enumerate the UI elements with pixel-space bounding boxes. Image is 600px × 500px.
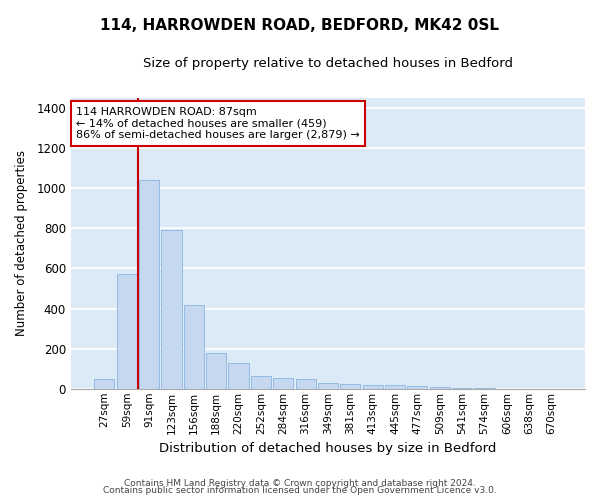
Bar [385,385,405,389]
Bar [318,382,338,389]
Bar [296,379,316,389]
Text: Contains HM Land Registry data © Crown copyright and database right 2024.: Contains HM Land Registry data © Crown c… [124,478,476,488]
Bar [407,386,427,389]
Bar [161,230,182,389]
Bar [139,180,159,389]
Text: Contains public sector information licensed under the Open Government Licence v3: Contains public sector information licen… [103,486,497,495]
Bar [206,352,226,389]
X-axis label: Distribution of detached houses by size in Bedford: Distribution of detached houses by size … [159,442,497,455]
Text: 114, HARROWDEN ROAD, BEDFORD, MK42 0SL: 114, HARROWDEN ROAD, BEDFORD, MK42 0SL [101,18,499,32]
Y-axis label: Number of detached properties: Number of detached properties [15,150,28,336]
Text: 114 HARROWDEN ROAD: 87sqm
← 14% of detached houses are smaller (459)
86% of semi: 114 HARROWDEN ROAD: 87sqm ← 14% of detac… [76,107,360,140]
Bar [184,304,204,389]
Bar [452,388,472,389]
Bar [340,384,361,389]
Bar [229,363,248,389]
Bar [430,387,450,389]
Bar [116,274,137,389]
Bar [362,385,383,389]
Title: Size of property relative to detached houses in Bedford: Size of property relative to detached ho… [143,58,513,70]
Bar [94,379,115,389]
Bar [273,378,293,389]
Bar [251,376,271,389]
